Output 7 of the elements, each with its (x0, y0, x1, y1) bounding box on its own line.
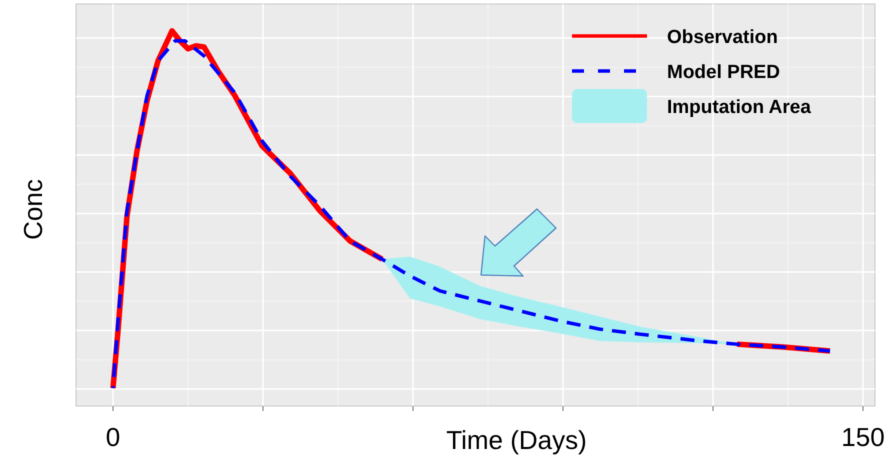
x-axis-title: Time (Days) (446, 425, 587, 455)
annotation: Imputation Area (667, 97, 812, 118)
legend-label: Model PRED (667, 62, 780, 83)
x-tick-label: 0 (106, 422, 120, 452)
y-axis-title: Conc (18, 179, 48, 240)
legend-label: Observation (667, 27, 778, 48)
x-tick-label: 150 (841, 422, 885, 452)
